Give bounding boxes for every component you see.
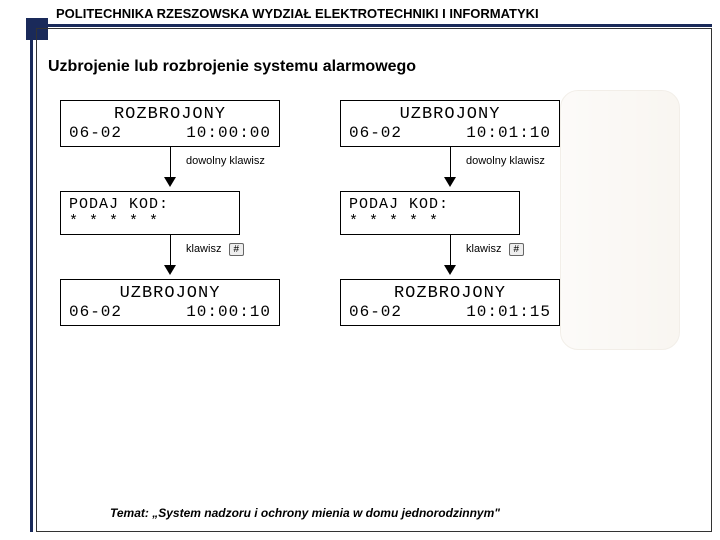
state-time: 10:01:15 bbox=[466, 303, 551, 321]
code-prompt-mask: * * * * * bbox=[349, 213, 511, 230]
state-box-armed: UZBROJONY 06-02 10:01:10 bbox=[340, 100, 560, 147]
state-label: UZBROJONY bbox=[349, 105, 551, 124]
state-time: 10:01:10 bbox=[466, 124, 551, 142]
state-label: ROZBROJONY bbox=[69, 105, 271, 124]
code-prompt-mask: * * * * * bbox=[69, 213, 231, 230]
footer-topic: Temat: „System nadzoru i ochrony mienia … bbox=[110, 506, 500, 520]
hash-key-icon: # bbox=[509, 243, 525, 256]
left-vertical-bar bbox=[30, 28, 33, 532]
state-date: 06-02 bbox=[349, 124, 402, 142]
institution-header: POLITECHNIKA RZESZOWSKA WYDZIAŁ ELEKTROT… bbox=[56, 6, 539, 21]
state-label: ROZBROJONY bbox=[349, 284, 551, 303]
arrow-hash-key: klawisz # bbox=[340, 235, 570, 279]
state-date: 06-02 bbox=[69, 303, 122, 321]
state-box-disarmed: ROZBROJONY 06-02 10:01:15 bbox=[340, 279, 560, 326]
state-box-disarmed: ROZBROJONY 06-02 10:00:00 bbox=[60, 100, 280, 147]
arrow-label: dowolny klawisz bbox=[466, 155, 545, 167]
code-prompt-box: PODAJ KOD: * * * * * bbox=[340, 191, 520, 235]
hash-key-icon: # bbox=[229, 243, 245, 256]
state-date: 06-02 bbox=[349, 303, 402, 321]
arrow-any-key: dowolny klawisz bbox=[340, 147, 570, 191]
arrow-label: klawisz bbox=[466, 243, 501, 255]
code-prompt-label: PODAJ KOD: bbox=[349, 196, 511, 213]
flow-column-left: ROZBROJONY 06-02 10:00:00 dowolny klawis… bbox=[60, 100, 290, 326]
state-box-armed: UZBROJONY 06-02 10:00:10 bbox=[60, 279, 280, 326]
state-date: 06-02 bbox=[69, 124, 122, 142]
header-underline bbox=[48, 24, 712, 27]
flow-column-right: UZBROJONY 06-02 10:01:10 dowolny klawisz… bbox=[340, 100, 570, 326]
arming-flowchart: ROZBROJONY 06-02 10:00:00 dowolny klawis… bbox=[60, 100, 640, 440]
arrow-label: klawisz bbox=[186, 243, 221, 255]
state-time: 10:00:00 bbox=[186, 124, 271, 142]
footer-text: „System nadzoru i ochrony mienia w domu … bbox=[152, 506, 500, 520]
arrow-hash-key: klawisz # bbox=[60, 235, 290, 279]
arrow-label: dowolny klawisz bbox=[186, 155, 265, 167]
section-title: Uzbrojenie lub rozbrojenie systemu alarm… bbox=[48, 58, 416, 76]
footer-prefix: Temat: bbox=[110, 506, 152, 520]
state-label: UZBROJONY bbox=[69, 284, 271, 303]
state-time: 10:00:10 bbox=[186, 303, 271, 321]
code-prompt-label: PODAJ KOD: bbox=[69, 196, 231, 213]
arrow-any-key: dowolny klawisz bbox=[60, 147, 290, 191]
code-prompt-box: PODAJ KOD: * * * * * bbox=[60, 191, 240, 235]
